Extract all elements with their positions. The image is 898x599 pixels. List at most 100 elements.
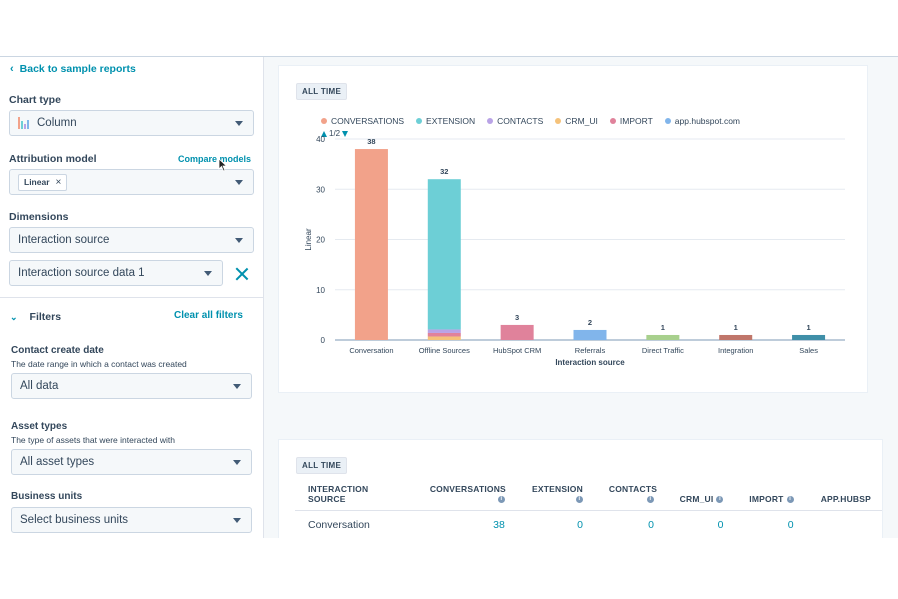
chevron-down-icon [235, 180, 243, 185]
chart-type-value: Column [37, 117, 77, 129]
bar-segment [573, 329, 607, 340]
chevron-down-icon: ⌄ [10, 311, 18, 322]
value-cell[interactable]: 0 [518, 510, 597, 531]
contact-create-date-value: All data [20, 380, 59, 392]
column-header[interactable]: CRM_UI i [668, 484, 738, 511]
legend-label: IMPORT [619, 116, 653, 126]
y-tick-label: 40 [316, 135, 325, 144]
legend-label: EXTENSION [426, 116, 476, 126]
info-icon[interactable]: i [646, 496, 654, 504]
report-preview: ALL TIME CONVERSATIONS EXTENSION CONTACTS C… [265, 57, 898, 538]
data-label: 1 [734, 323, 738, 332]
y-tick-label: 30 [316, 185, 325, 194]
bar-segment [427, 329, 461, 333]
data-label: 2 [588, 318, 592, 327]
dimension-2-select[interactable]: Interaction source data 1 [9, 260, 223, 286]
pager-prev-icon[interactable] [321, 130, 327, 137]
column-header-label: INTERACTION SOURCE [308, 484, 369, 504]
attribution-tag-label: Linear [24, 177, 50, 187]
info-icon[interactable]: i [575, 496, 583, 504]
asset-types-select[interactable]: All asset types [11, 449, 252, 475]
dimension-1-value: Interaction source [18, 234, 110, 246]
legend-item[interactable]: app.hubspot.com [664, 116, 740, 126]
chevron-down-icon [235, 238, 243, 243]
data-label: 3 [515, 313, 519, 322]
legend-dot-icon [487, 118, 494, 124]
attribution-model-label: Attribution model [9, 153, 97, 165]
remove-tag-icon[interactable]: × [55, 176, 62, 188]
x-tick-label: Sales [799, 346, 818, 355]
legend-dot-icon [321, 118, 327, 124]
pager-next-icon[interactable] [342, 130, 349, 137]
column-header[interactable]: IMPORT i [737, 484, 807, 511]
column-header[interactable]: APP.HUBSP [808, 484, 882, 511]
column-header[interactable]: CONTACTS i [597, 484, 668, 511]
bar-segment [427, 336, 461, 340]
column-header-label: CONVERSATIONS [429, 484, 506, 494]
remove-dimension-close-icon[interactable] [235, 267, 249, 281]
x-tick-label: Offline Sources [419, 346, 470, 355]
back-to-sample-reports-link[interactable]: ‹ Back to sample reports [10, 63, 136, 75]
column-header-label: APP.HUBSP [820, 494, 871, 504]
contact-create-date-label: Contact create date [11, 345, 104, 356]
clear-all-filters-link[interactable]: Clear all filters [174, 310, 243, 321]
info-icon[interactable]: i [716, 496, 724, 504]
value-cell[interactable]: 0 [667, 510, 738, 531]
value-cell[interactable] [807, 510, 882, 531]
x-tick-label: Integration [718, 346, 753, 355]
bar-segment [500, 324, 534, 340]
legend-label: CRM_UI [565, 116, 598, 126]
y-tick-label: 0 [321, 336, 326, 345]
column-header[interactable]: INTERACTION SOURCE [295, 484, 412, 511]
legend-item[interactable]: CONVERSATIONS [321, 116, 404, 126]
legend-dot-icon [416, 118, 423, 124]
report-config-sidebar: ‹ Back to sample reports Chart type Colu… [0, 57, 264, 538]
x-tick-label: Referrals [575, 346, 606, 355]
column-header[interactable]: CONVERSATIONS i [412, 484, 519, 511]
x-tick-label: Direct Traffic [642, 346, 684, 355]
table-header-row: INTERACTION SOURCE CONVERSATIONS i EXTENSIO… [295, 484, 882, 511]
contact-create-date-select[interactable]: All data [11, 373, 252, 399]
legend-label: CONTACTS [497, 116, 544, 126]
business-units-label: Business units [11, 491, 83, 502]
legend-dot-icon [555, 118, 562, 124]
chevron-down-icon [233, 384, 241, 389]
column-header[interactable]: EXTENSION i [519, 484, 597, 511]
compare-models-link[interactable]: Compare models [178, 154, 252, 164]
bar-segment [427, 179, 461, 330]
info-icon[interactable]: i [786, 496, 794, 504]
legend-item[interactable]: CONTACTS [487, 116, 543, 126]
x-tick-label: HubSpot CRM [493, 346, 541, 355]
chart-type-select[interactable]: Column [9, 110, 254, 136]
info-icon[interactable]: i [497, 496, 505, 504]
date-range-badge: ALL TIME [296, 83, 348, 100]
x-axis-title: Interaction source [555, 358, 625, 367]
value-cell[interactable]: 0 [596, 510, 668, 531]
asset-types-value: All asset types [20, 456, 95, 468]
legend-item[interactable]: EXTENSION [416, 116, 475, 126]
value-cell[interactable]: 38 [411, 510, 519, 531]
asset-types-label: Asset types [11, 421, 68, 432]
table-date-range-badge: ALL TIME [296, 457, 348, 474]
bar-segment [646, 334, 680, 340]
value-cell[interactable]: 0 [737, 510, 808, 531]
bar-segment [427, 332, 461, 337]
column-header-label: CONTACTS [608, 484, 658, 494]
dimensions-label: Dimensions [9, 211, 69, 223]
legend-item[interactable]: IMPORT [609, 116, 653, 126]
attribution-model-select[interactable]: Linear × [9, 169, 254, 195]
y-tick-label: 20 [316, 236, 325, 245]
legend-item[interactable]: CRM_UI [555, 116, 598, 126]
chart-legend: CONVERSATIONS EXTENSION CONTACTS CRM_UI IMPO… [321, 116, 740, 126]
column-header-label: IMPORT [749, 494, 784, 504]
legend-dot-icon [609, 118, 616, 124]
filters-toggle[interactable]: ⌄ Filters [10, 311, 61, 323]
attribution-tag: Linear × [18, 173, 68, 191]
bar-segment [792, 334, 826, 340]
table-row: Conversation 38 0 0 0 0 [295, 510, 882, 531]
bar-segment [354, 149, 388, 340]
column-header-label: EXTENSION [532, 484, 583, 494]
business-units-select[interactable]: Select business units [11, 507, 252, 533]
dimension-1-select[interactable]: Interaction source [9, 227, 254, 253]
